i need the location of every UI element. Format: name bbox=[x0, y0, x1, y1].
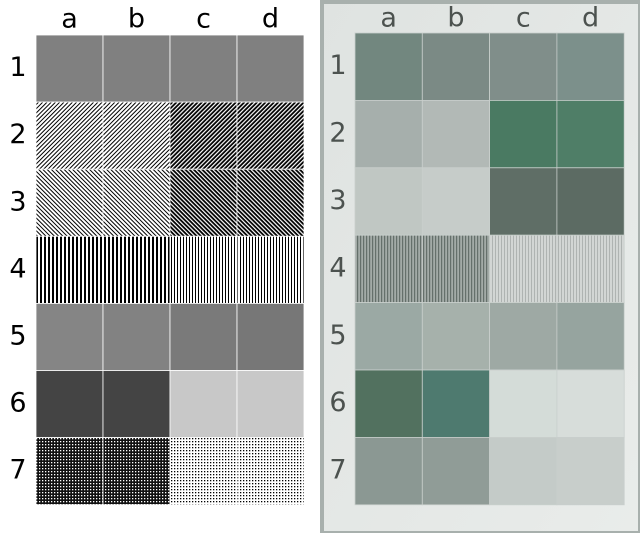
row-label: 5 bbox=[9, 320, 26, 351]
pattern-cell bbox=[169, 370, 238, 438]
row-label: 4 bbox=[329, 252, 346, 283]
rendered-pattern-grid: a b c d 1 2 3 4 5 6 7 bbox=[9, 4, 305, 506]
pattern-cell bbox=[556, 302, 625, 371]
pattern-cell bbox=[102, 101, 171, 170]
row-label: 2 bbox=[9, 119, 26, 150]
pattern-cell bbox=[489, 302, 558, 371]
pattern-cell bbox=[236, 101, 305, 170]
pattern-cell bbox=[421, 302, 490, 371]
row-label: 6 bbox=[329, 387, 346, 418]
pattern-cell bbox=[35, 101, 104, 170]
pattern-cell bbox=[421, 32, 490, 101]
column-label: d bbox=[582, 3, 599, 34]
row-label: 1 bbox=[329, 50, 346, 81]
column-label: c bbox=[196, 4, 211, 35]
pattern-cell bbox=[102, 370, 171, 438]
row-label: 7 bbox=[329, 455, 346, 486]
pattern-cell bbox=[169, 302, 238, 371]
column-label: b bbox=[128, 4, 145, 35]
pattern-cell bbox=[35, 437, 104, 506]
pattern-cell bbox=[169, 34, 238, 103]
pattern-cell bbox=[169, 235, 238, 304]
pattern-cell bbox=[421, 369, 490, 438]
pattern-cell bbox=[102, 235, 171, 304]
pattern-cell bbox=[556, 436, 625, 506]
column-label: c bbox=[516, 3, 531, 34]
row-label: 5 bbox=[329, 320, 346, 351]
pattern-cell bbox=[35, 302, 104, 371]
pattern-cell bbox=[421, 234, 490, 303]
pattern-cell bbox=[236, 34, 305, 103]
pattern-cell bbox=[489, 234, 558, 303]
column-label: a bbox=[380, 3, 397, 34]
pattern-cell bbox=[35, 370, 104, 438]
pattern-cell bbox=[102, 437, 171, 506]
pattern-cell bbox=[236, 437, 305, 506]
row-label: 2 bbox=[329, 118, 346, 149]
photographed-pattern-grid: a b c d 1 2 3 4 5 6 7 bbox=[329, 3, 625, 506]
row-label: 3 bbox=[329, 185, 346, 216]
row-label: 3 bbox=[9, 186, 26, 217]
pattern-cell bbox=[354, 100, 423, 169]
pattern-cell bbox=[354, 167, 423, 236]
pattern-cell bbox=[556, 100, 625, 169]
pattern-cell bbox=[421, 100, 490, 169]
row-label: 7 bbox=[9, 455, 26, 486]
pattern-cell bbox=[169, 101, 238, 170]
column-label: b bbox=[447, 3, 464, 34]
pattern-cell bbox=[236, 235, 305, 304]
column-label: d bbox=[262, 4, 279, 35]
pattern-cell bbox=[102, 34, 171, 103]
pattern-cell bbox=[354, 436, 423, 506]
pattern-cell bbox=[421, 167, 490, 236]
pattern-cell bbox=[354, 234, 423, 303]
pattern-cell bbox=[35, 235, 104, 304]
pattern-cell bbox=[354, 32, 423, 101]
pattern-cell bbox=[556, 167, 625, 236]
pattern-cell bbox=[35, 168, 104, 237]
pattern-cell bbox=[169, 168, 238, 237]
pattern-cell bbox=[556, 234, 625, 303]
pattern-cell bbox=[556, 369, 625, 438]
pattern-cell bbox=[169, 437, 238, 506]
pattern-cell bbox=[489, 369, 558, 438]
pattern-cell bbox=[236, 302, 305, 371]
pattern-cell bbox=[35, 34, 104, 103]
pattern-cell bbox=[489, 100, 558, 169]
pattern-cell bbox=[236, 370, 305, 438]
column-label: a bbox=[61, 4, 78, 35]
row-label: 4 bbox=[9, 253, 26, 284]
pattern-cell bbox=[354, 302, 423, 371]
pattern-cell bbox=[421, 436, 490, 506]
row-label: 1 bbox=[9, 52, 26, 83]
pattern-cell bbox=[556, 32, 625, 101]
pattern-cell bbox=[489, 32, 558, 101]
pattern-cell bbox=[102, 302, 171, 371]
pattern-cell bbox=[354, 369, 423, 438]
pattern-cell bbox=[236, 168, 305, 237]
pattern-cell bbox=[489, 436, 558, 506]
row-label: 6 bbox=[9, 388, 26, 419]
pattern-cell bbox=[489, 167, 558, 236]
pattern-cell bbox=[102, 168, 171, 237]
